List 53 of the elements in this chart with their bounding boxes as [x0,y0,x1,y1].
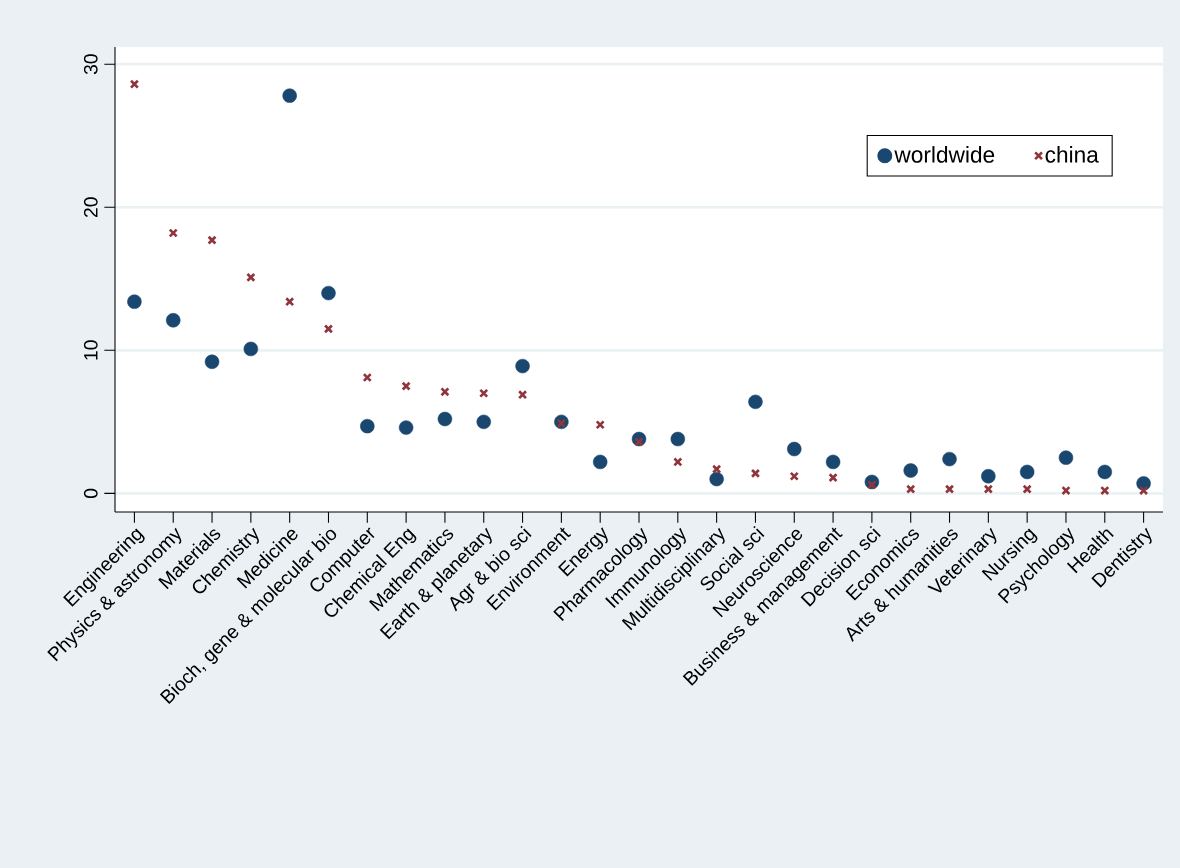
point [440,387,450,397]
point [825,454,841,470]
point [166,313,181,328]
point [1022,484,1032,494]
point [905,484,916,494]
point [592,454,608,470]
y-tick-label: 20 [83,197,98,218]
point [1097,464,1112,480]
point [168,228,178,238]
point [1138,485,1149,496]
point [517,389,528,400]
point [828,472,838,483]
point [709,471,724,487]
point [711,464,722,474]
point [476,414,491,430]
point [903,463,918,478]
point [204,354,220,369]
point [981,469,996,484]
point [1061,485,1071,496]
point [129,79,140,89]
point [1019,464,1035,480]
legend-label: worldwide [894,146,995,163]
point [595,419,605,430]
point [282,88,297,103]
point [323,324,334,334]
point [479,388,489,398]
point [284,296,295,307]
y-tick-label: 30 [83,54,98,75]
point [787,441,802,457]
point [1100,485,1110,496]
point [673,457,683,467]
legend-label: china [1045,146,1099,163]
point [437,411,453,427]
point [670,431,686,447]
point [515,358,530,374]
point [127,294,142,309]
y-tick-label: 10 [83,340,98,360]
point [983,484,994,494]
point [246,272,256,283]
point [321,285,336,301]
point [398,420,414,435]
point [243,341,259,357]
point [750,468,761,479]
point [362,372,373,383]
point [789,471,799,481]
point [748,394,763,410]
point [942,451,957,467]
y-tick-label: 0 [83,488,98,499]
point [401,381,411,391]
point [1058,450,1074,465]
point [207,235,217,245]
point [944,484,955,494]
point [360,418,375,434]
